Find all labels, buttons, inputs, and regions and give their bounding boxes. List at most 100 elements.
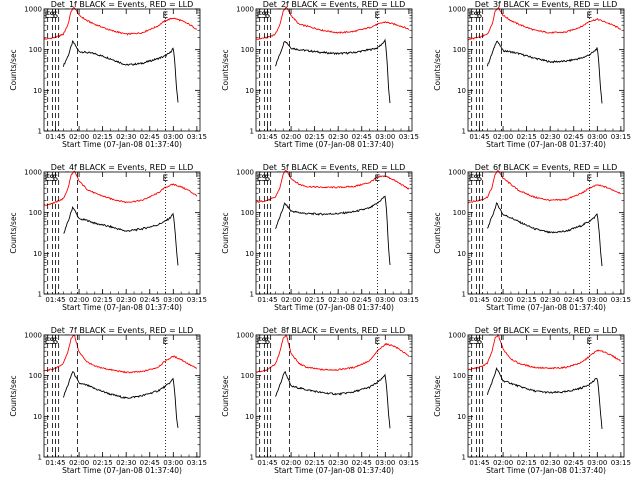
- plot-frame: [43, 8, 201, 132]
- y-tick-label: 1: [250, 128, 254, 136]
- event-marker-label: E: [162, 174, 168, 184]
- x-tick-label: 01:45: [469, 133, 489, 141]
- plot-frame: [255, 8, 413, 132]
- x-tick-label: 03:15: [187, 459, 207, 467]
- event-marker-label: S: [53, 174, 59, 184]
- event-marker-label: E: [586, 337, 592, 347]
- x-tick-label: 03:00: [163, 133, 183, 141]
- x-tick-label: 02:30: [328, 133, 348, 141]
- y-tick-label: 1000: [24, 6, 42, 14]
- x-tick-label: 03:15: [611, 459, 631, 467]
- y-tick-label: 1: [462, 128, 466, 136]
- event-marker-label: E: [586, 11, 592, 21]
- y-tick-label: 1000: [236, 332, 254, 340]
- events-series-line: [486, 367, 603, 429]
- x-tick-label: 02:15: [93, 133, 113, 141]
- event-marker-label: E: [469, 174, 475, 184]
- x-tick-label: 03:00: [587, 459, 607, 467]
- y-tick-label: 1000: [448, 6, 466, 14]
- x-tick-label: 03:15: [187, 296, 207, 304]
- event-marker-label: S: [477, 11, 483, 21]
- x-tick-label: 02:45: [140, 133, 160, 141]
- y-tick-label: 10: [245, 413, 254, 421]
- plot-frame: [467, 171, 625, 295]
- lld-series-line: [255, 334, 410, 373]
- event-marker-label: E: [45, 174, 51, 184]
- event-marker-label: S: [49, 337, 55, 347]
- x-tick-label: 03:00: [587, 133, 607, 141]
- x-axis-label: Start Time (07-Jan-08 01:37:40): [274, 140, 394, 149]
- event-marker-label: E: [257, 337, 263, 347]
- x-tick-label: 02:15: [305, 133, 325, 141]
- y-tick-label: 1: [250, 291, 254, 299]
- lld-series-line: [255, 169, 410, 203]
- y-tick-label: 100: [241, 372, 254, 380]
- y-tick-label: 10: [245, 87, 254, 95]
- y-tick-label: 100: [453, 372, 466, 380]
- x-tick-label: 01:45: [257, 459, 277, 467]
- x-tick-label: 03:00: [163, 296, 183, 304]
- lld-series-line: [43, 6, 197, 40]
- x-tick-label: 03:15: [399, 296, 419, 304]
- plot-frame: [43, 334, 201, 458]
- x-tick-label: 02:45: [564, 133, 584, 141]
- event-marker-label: E: [162, 11, 168, 21]
- plot-frame: [43, 171, 201, 295]
- x-tick-label: 02:00: [493, 296, 513, 304]
- y-tick-label: 1000: [448, 332, 466, 340]
- event-marker-label: E: [45, 11, 51, 21]
- event-marker-label: E: [374, 11, 380, 21]
- x-axis-label: Start Time (07-Jan-08 01:37:40): [62, 140, 182, 149]
- x-tick-label: 02:00: [69, 296, 89, 304]
- event-marker-label: E: [162, 337, 168, 347]
- x-tick-label: 03:00: [375, 133, 395, 141]
- event-marker-label: S: [473, 11, 479, 21]
- x-tick-label: 02:45: [352, 459, 372, 467]
- x-tick-label: 02:30: [116, 459, 136, 467]
- x-tick-label: 02:30: [540, 296, 560, 304]
- event-marker-label: E: [469, 337, 475, 347]
- y-tick-label: 100: [453, 46, 466, 54]
- events-series-line: [486, 40, 603, 104]
- event-marker-label: S: [261, 174, 267, 184]
- y-tick-label: 1: [38, 454, 42, 462]
- panel-title: Det_4f BLACK = Events, RED = LLD: [51, 163, 194, 172]
- x-tick-label: 03:15: [399, 133, 419, 141]
- y-tick-label: 1: [250, 454, 254, 462]
- y-tick-label: 1000: [448, 169, 466, 177]
- lld-series-line: [43, 335, 198, 374]
- x-tick-label: 02:15: [517, 296, 537, 304]
- y-axis-label: Counts/sec: [221, 49, 230, 90]
- x-tick-label: 02:45: [564, 459, 584, 467]
- event-marker-label: S: [477, 174, 483, 184]
- event-marker-label: S: [265, 11, 271, 21]
- x-tick-label: 03:15: [399, 459, 419, 467]
- x-tick-label: 02:45: [352, 133, 372, 141]
- panel-title: Det_5f BLACK = Events, RED = LLD: [263, 163, 406, 172]
- events-series-line: [275, 195, 391, 266]
- x-tick-label: 02:00: [493, 459, 513, 467]
- event-marker-label: S: [49, 174, 55, 184]
- x-tick-label: 01:45: [45, 133, 65, 141]
- x-tick-label: 02:15: [517, 459, 537, 467]
- events-series-line: [274, 38, 391, 104]
- plot-frame: [255, 334, 413, 458]
- lld-series-line: [255, 6, 410, 40]
- lld-series-line: [43, 170, 198, 206]
- event-marker-label: S: [473, 174, 479, 184]
- event-marker-label: S: [473, 337, 479, 347]
- x-tick-label: 02:45: [140, 459, 160, 467]
- x-tick-label: 02:15: [93, 296, 113, 304]
- plot-frame: [467, 8, 625, 132]
- x-axis-label: Start Time (07-Jan-08 01:37:40): [62, 466, 182, 475]
- x-axis-label: Start Time (07-Jan-08 01:37:40): [486, 140, 606, 149]
- y-axis-label: Counts/sec: [433, 49, 442, 90]
- y-tick-label: 100: [453, 209, 466, 217]
- x-tick-label: 03:15: [611, 296, 631, 304]
